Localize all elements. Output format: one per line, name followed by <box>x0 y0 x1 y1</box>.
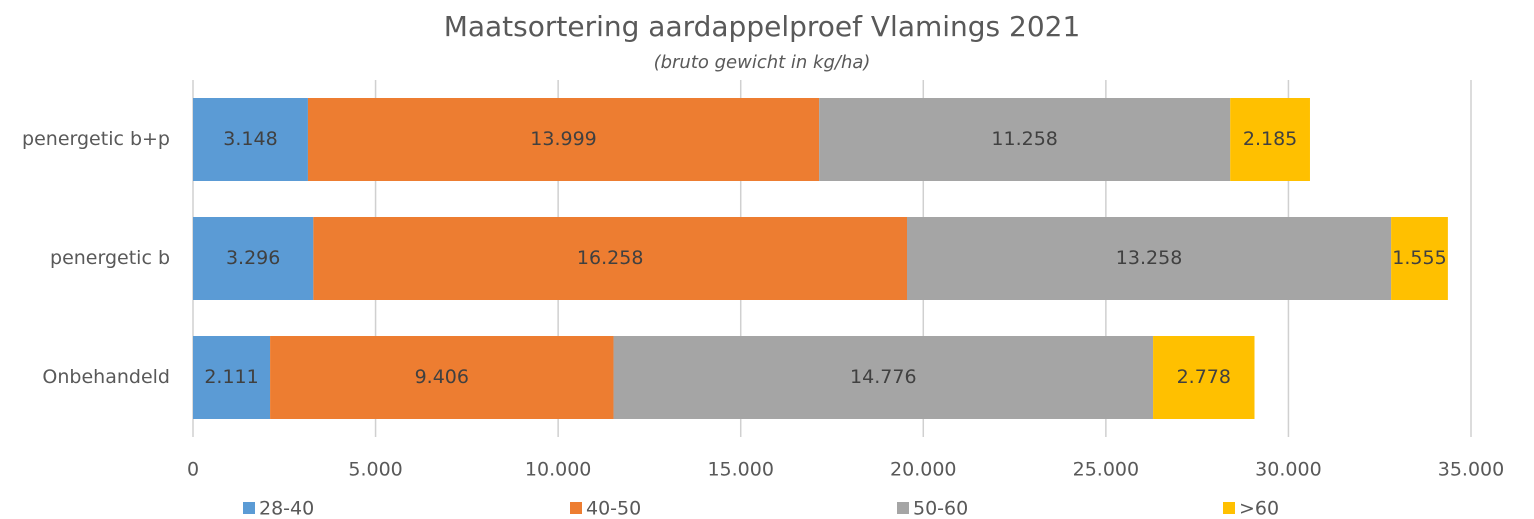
data-label: 16.258 <box>577 247 643 269</box>
x-tick-label: 0 <box>187 459 199 481</box>
x-tick-label: 20.000 <box>890 459 956 481</box>
y-tick-label: penergetic b <box>50 247 170 269</box>
legend-label: >60 <box>1239 498 1279 519</box>
data-label: 2.111 <box>204 366 258 388</box>
bar-segment <box>907 217 1392 300</box>
data-label: 13.258 <box>1116 247 1182 269</box>
bar-segment <box>1153 336 1255 419</box>
bar-segment <box>193 336 271 419</box>
bar-segment <box>270 336 614 419</box>
legend-swatch <box>1223 502 1235 514</box>
x-tick-label: 15.000 <box>707 459 773 481</box>
bar-segment <box>1391 217 1448 300</box>
legend-label: 50-60 <box>913 498 968 519</box>
chart-title: Maatsortering aardappelproef Vlamings 20… <box>444 10 1081 43</box>
x-tick-label: 5.000 <box>348 459 402 481</box>
data-label: 9.406 <box>415 366 469 388</box>
legend-swatch <box>570 502 582 514</box>
bar-segment <box>193 217 314 300</box>
data-label: 2.778 <box>1177 366 1231 388</box>
y-tick-label: penergetic b+p <box>22 128 170 150</box>
data-label: 3.296 <box>226 247 280 269</box>
bar-segment <box>819 98 1231 181</box>
data-label: 11.258 <box>991 128 1057 150</box>
x-tick-label: 30.000 <box>1255 459 1321 481</box>
x-tick-label: 35.000 <box>1438 459 1504 481</box>
bar-segment <box>313 217 908 300</box>
x-tick-label: 10.000 <box>525 459 591 481</box>
bar-segment <box>613 336 1154 419</box>
data-label: 2.185 <box>1243 128 1297 150</box>
data-label: 14.776 <box>850 366 916 388</box>
legend-swatch <box>243 502 255 514</box>
x-tick-label: 25.000 <box>1073 459 1139 481</box>
bar-segment <box>193 98 308 181</box>
data-label: 3.148 <box>223 128 277 150</box>
bar-segment <box>307 98 820 181</box>
legend-label: 40-50 <box>586 498 641 519</box>
legend-swatch <box>897 502 909 514</box>
data-label: 1.555 <box>1392 247 1446 269</box>
chart-subtitle: (bruto gewicht in kg/ha) <box>654 52 871 73</box>
legend-label: 28-40 <box>259 498 314 519</box>
y-tick-label: Onbehandeld <box>42 366 170 388</box>
data-label: 13.999 <box>530 128 596 150</box>
bar-segment <box>1230 98 1310 181</box>
